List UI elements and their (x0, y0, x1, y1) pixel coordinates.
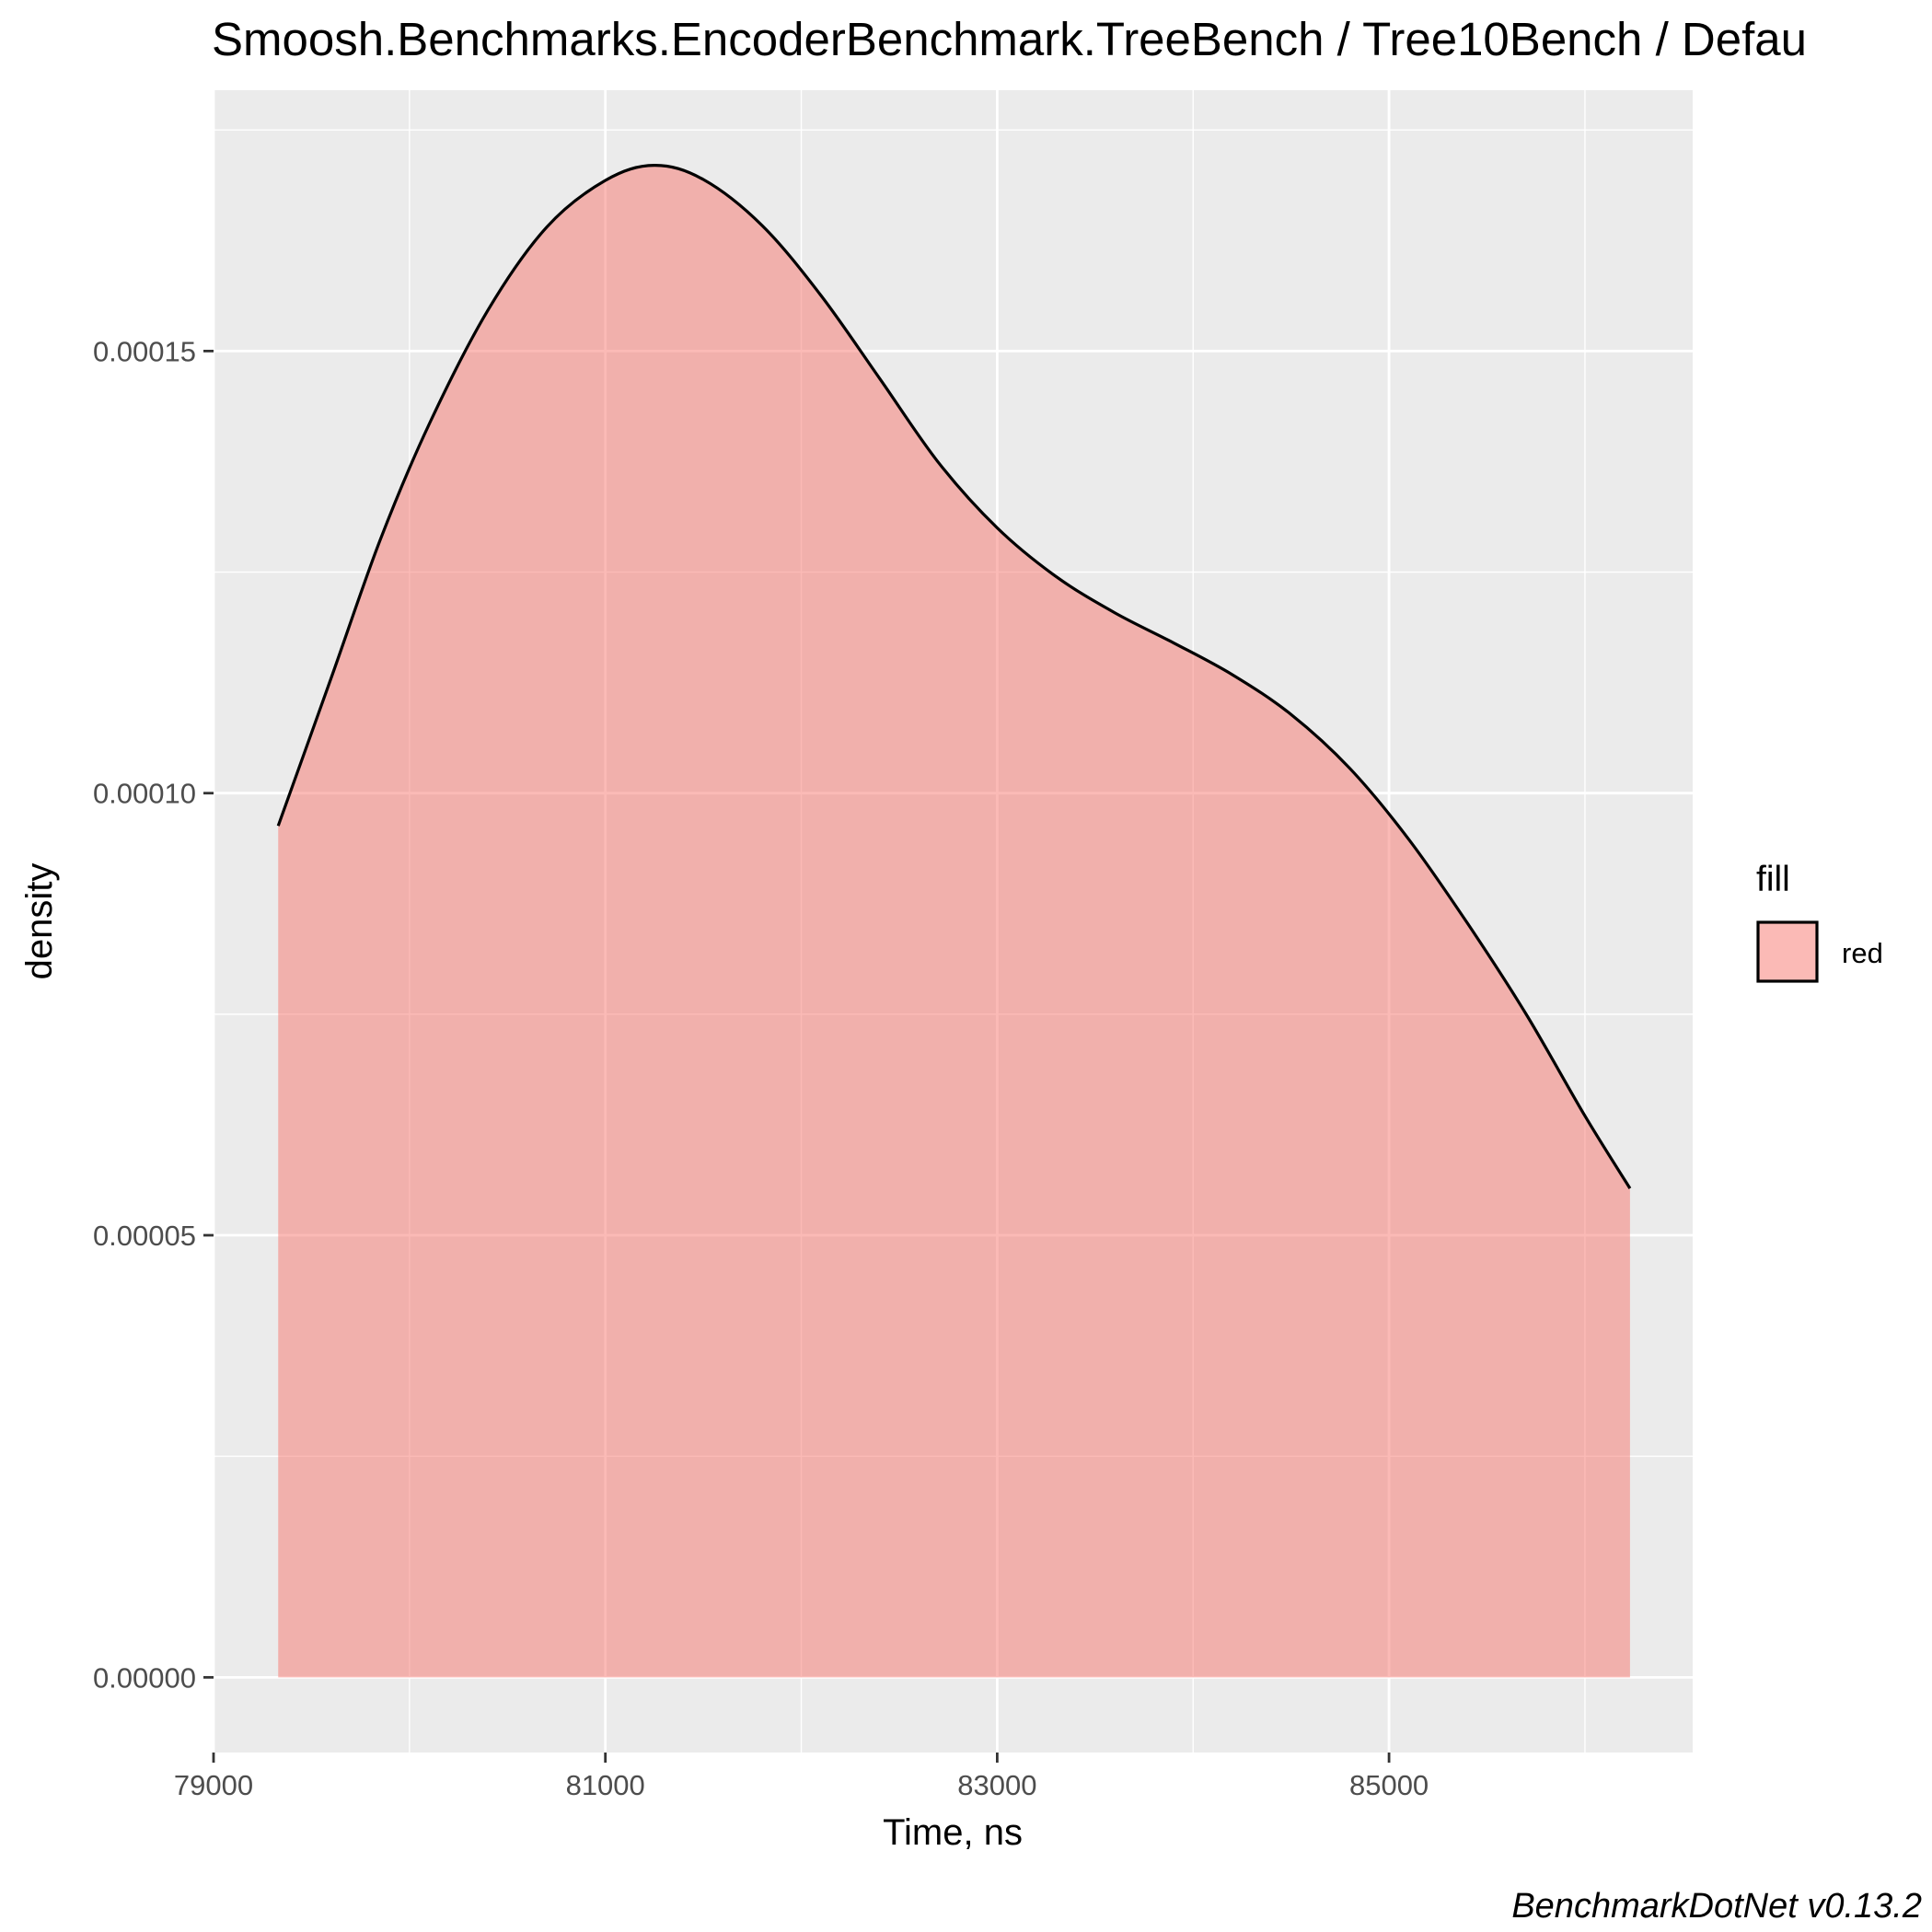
x-tick-label: 85000 (1349, 1769, 1429, 1801)
density-area (278, 165, 1630, 1678)
x-axis: 79000 81000 83000 85000 (174, 1753, 1429, 1801)
legend-label-red: red (1842, 937, 1883, 969)
y-tick-label: 0.00015 (93, 335, 196, 367)
x-tick-label: 81000 (566, 1769, 645, 1801)
chart-title: Smoosh.Benchmarks.EncoderBenchmark.TreeB… (212, 13, 1807, 65)
x-tick-label: 83000 (957, 1769, 1036, 1801)
legend-key-red (1756, 920, 1819, 983)
y-tick-label: 0.00005 (93, 1220, 196, 1252)
caption: BenchmarkDotNet v0.13.2 (1511, 1887, 1922, 1926)
y-tick-label: 0.00010 (93, 778, 196, 810)
density-line (276, 164, 1632, 1189)
legend-title: fill (1756, 860, 1790, 899)
x-axis-label: Time, ns (883, 1812, 1023, 1853)
y-axis: 0.00000 0.00005 0.00010 0.00015 (93, 335, 214, 1694)
y-axis-label: density (19, 863, 60, 980)
y-tick-label: 0.00000 (93, 1661, 196, 1694)
legend: fill red (1756, 860, 1883, 983)
x-tick-label: 79000 (174, 1769, 253, 1801)
